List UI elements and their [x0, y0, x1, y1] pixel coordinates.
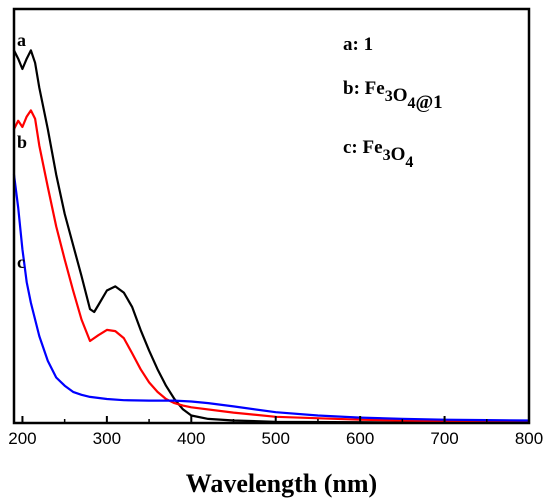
- curve-tag-b: b: [17, 132, 27, 152]
- x-tick-label: 300: [93, 429, 121, 448]
- legend-entry-a: a: 1: [343, 34, 373, 55]
- curve-tags: a b c: [17, 30, 27, 272]
- x-tick-label: 600: [346, 429, 374, 448]
- legend-entry-c: c: Fe3O4: [343, 137, 413, 171]
- x-axis-ticks: 200 300 400 500 600 700 800: [8, 416, 543, 448]
- curve-tag-a: a: [17, 30, 26, 50]
- series-b-line: [12, 109, 531, 424]
- x-tick-label: 700: [430, 429, 458, 448]
- legend: a: 1 b: Fe3O4@1 c: Fe3O4: [343, 34, 443, 171]
- x-axis-title: Wavelength (nm): [186, 469, 377, 498]
- series-c-line: [12, 173, 531, 422]
- x-tick-label: 500: [262, 429, 290, 448]
- legend-key: a:: [343, 34, 364, 55]
- series-layer: [12, 49, 531, 424]
- series-a-line: [12, 49, 531, 424]
- x-tick-label: 400: [177, 429, 205, 448]
- legend-key: c:: [343, 137, 363, 158]
- plot-frame: [12, 7, 531, 425]
- legend-key: b:: [343, 78, 365, 99]
- curve-tag-c: c: [17, 252, 25, 272]
- legend-entry-b: b: Fe3O4@1: [343, 78, 443, 113]
- x-tick-label: 800: [515, 429, 543, 448]
- x-tick-label: 200: [8, 429, 36, 448]
